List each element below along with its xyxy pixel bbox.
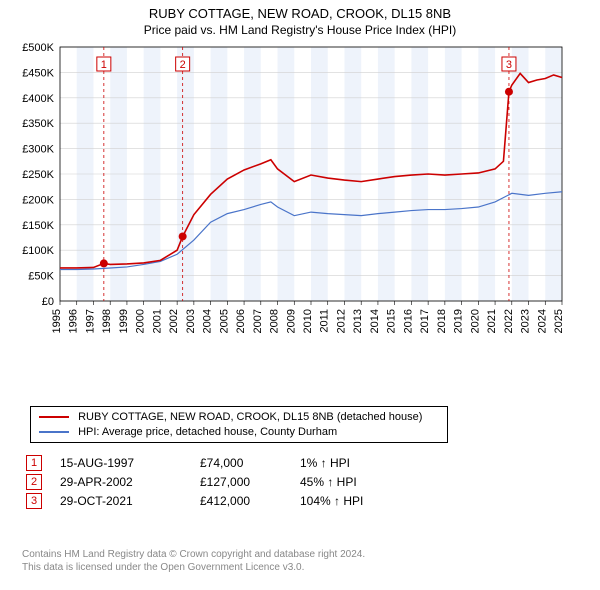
legend-item-hpi: HPI: Average price, detached house, Coun… bbox=[39, 426, 439, 438]
svg-text:£50K: £50K bbox=[28, 271, 54, 283]
footnote-line: This data is licensed under the Open Gov… bbox=[22, 561, 365, 574]
legend-swatch-hpi bbox=[39, 431, 69, 433]
svg-text:£350K: £350K bbox=[22, 118, 54, 130]
svg-text:1996: 1996 bbox=[68, 309, 80, 333]
svg-text:2010: 2010 bbox=[302, 309, 314, 333]
svg-text:2001: 2001 bbox=[151, 309, 163, 333]
chart-title-1: RUBY COTTAGE, NEW ROAD, CROOK, DL15 8NB bbox=[0, 6, 600, 21]
svg-text:2015: 2015 bbox=[386, 309, 398, 333]
legend-swatch-property bbox=[39, 416, 69, 418]
title-block: RUBY COTTAGE, NEW ROAD, CROOK, DL15 8NB … bbox=[0, 0, 600, 37]
svg-text:2002: 2002 bbox=[168, 309, 180, 333]
sale-date: 15-AUG-1997 bbox=[60, 456, 200, 470]
svg-text:2012: 2012 bbox=[335, 309, 347, 333]
sale-chip: 1 bbox=[26, 455, 42, 471]
svg-text:2017: 2017 bbox=[419, 309, 431, 333]
price-chart: £0 £50K £100K £150K £200K £250K £300K £350K £400… bbox=[10, 39, 570, 359]
svg-text:£150K: £150K bbox=[22, 220, 54, 232]
sale-chip: 3 bbox=[26, 493, 42, 509]
legend-label-hpi: HPI: Average price, detached house, Coun… bbox=[78, 426, 337, 438]
svg-text:2014: 2014 bbox=[369, 309, 381, 333]
sale-price: £412,000 bbox=[200, 494, 300, 508]
sale-row: 3 29-OCT-2021 £412,000 104% ↑ HPI bbox=[26, 493, 600, 509]
svg-text:2024: 2024 bbox=[536, 309, 548, 333]
svg-text:£450K: £450K bbox=[22, 67, 54, 79]
sale-row: 2 29-APR-2002 £127,000 45% ↑ HPI bbox=[26, 474, 600, 490]
svg-text:2013: 2013 bbox=[352, 309, 364, 333]
sale-delta: 45% ↑ HPI bbox=[300, 475, 357, 489]
svg-text:2020: 2020 bbox=[469, 309, 481, 333]
svg-text:2008: 2008 bbox=[269, 309, 281, 333]
legend: RUBY COTTAGE, NEW ROAD, CROOK, DL15 8NB … bbox=[30, 406, 448, 443]
sale-chip: 2 bbox=[26, 474, 42, 490]
svg-text:1998: 1998 bbox=[101, 309, 113, 333]
svg-text:£0: £0 bbox=[42, 296, 54, 308]
svg-text:£400K: £400K bbox=[22, 93, 54, 105]
svg-text:£300K: £300K bbox=[22, 144, 54, 156]
sale-price: £127,000 bbox=[200, 475, 300, 489]
svg-text:2016: 2016 bbox=[402, 309, 414, 333]
svg-text:2009: 2009 bbox=[285, 309, 297, 333]
legend-label-property: RUBY COTTAGE, NEW ROAD, CROOK, DL15 8NB … bbox=[78, 411, 422, 423]
sale-date: 29-APR-2002 bbox=[60, 475, 200, 489]
legend-item-property: RUBY COTTAGE, NEW ROAD, CROOK, DL15 8NB … bbox=[39, 411, 439, 423]
svg-text:2000: 2000 bbox=[135, 309, 147, 333]
svg-text:1999: 1999 bbox=[118, 309, 130, 333]
footnote-line: Contains HM Land Registry data © Crown c… bbox=[22, 548, 365, 561]
svg-text:£250K: £250K bbox=[22, 169, 54, 181]
svg-text:2023: 2023 bbox=[520, 309, 532, 333]
svg-text:2: 2 bbox=[180, 59, 186, 71]
svg-text:2018: 2018 bbox=[436, 309, 448, 333]
chart-container: RUBY COTTAGE, NEW ROAD, CROOK, DL15 8NB … bbox=[0, 0, 600, 590]
sale-delta: 104% ↑ HPI bbox=[300, 494, 363, 508]
svg-text:2021: 2021 bbox=[486, 309, 498, 333]
sale-price: £74,000 bbox=[200, 456, 300, 470]
svg-text:1: 1 bbox=[101, 59, 107, 71]
svg-text:1995: 1995 bbox=[51, 309, 63, 333]
svg-text:2004: 2004 bbox=[202, 309, 214, 333]
chart-title-2: Price paid vs. HM Land Registry's House … bbox=[0, 23, 600, 37]
svg-text:£500K: £500K bbox=[22, 42, 54, 54]
svg-text:1997: 1997 bbox=[84, 309, 96, 333]
svg-text:2005: 2005 bbox=[218, 309, 230, 333]
svg-text:£200K: £200K bbox=[22, 194, 54, 206]
svg-text:2022: 2022 bbox=[503, 309, 515, 333]
svg-text:2007: 2007 bbox=[252, 309, 264, 333]
svg-text:2019: 2019 bbox=[453, 309, 465, 333]
svg-text:2006: 2006 bbox=[235, 309, 247, 333]
svg-text:£100K: £100K bbox=[22, 245, 54, 257]
footnote: Contains HM Land Registry data © Crown c… bbox=[22, 548, 365, 574]
svg-text:2003: 2003 bbox=[185, 309, 197, 333]
sale-row: 1 15-AUG-1997 £74,000 1% ↑ HPI bbox=[26, 455, 600, 471]
sales-table: 1 15-AUG-1997 £74,000 1% ↑ HPI 2 29-APR-… bbox=[0, 452, 600, 512]
svg-text:2025: 2025 bbox=[553, 309, 565, 333]
svg-text:2011: 2011 bbox=[319, 309, 331, 333]
sale-delta: 1% ↑ HPI bbox=[300, 456, 350, 470]
sale-date: 29-OCT-2021 bbox=[60, 494, 200, 508]
svg-text:3: 3 bbox=[506, 59, 512, 71]
